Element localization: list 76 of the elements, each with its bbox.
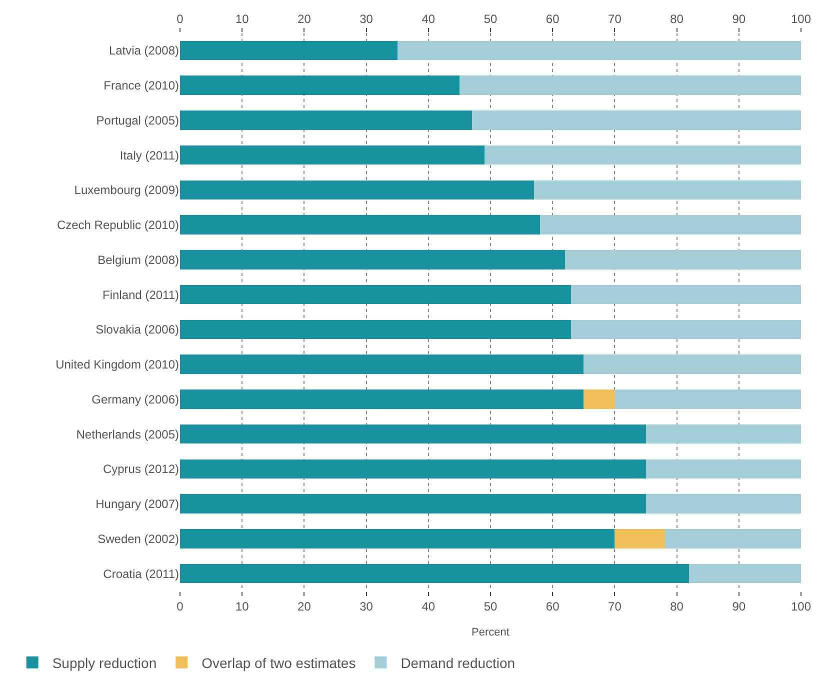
x-tick-label: 30 bbox=[360, 12, 374, 26]
bar bbox=[472, 110, 801, 130]
y-tick-label: Slovakia (2006) bbox=[96, 322, 179, 337]
x-tick-label: 20 bbox=[298, 12, 312, 26]
bar bbox=[180, 215, 540, 234]
bar bbox=[646, 459, 801, 479]
bar bbox=[689, 564, 801, 584]
x2-tick-label: 50 bbox=[484, 599, 498, 614]
y-tick-label: Czech Republic (2010) bbox=[56, 218, 180, 232]
y-tick-label: Italy (2011) bbox=[120, 148, 179, 162]
bar bbox=[180, 390, 584, 409]
bar bbox=[180, 459, 646, 479]
x-tick-label: 10 bbox=[235, 12, 250, 26]
x-tick-label: 80 bbox=[670, 12, 684, 26]
x2-tick-label: 0 bbox=[176, 599, 184, 614]
x-tick-label: 100 bbox=[790, 12, 812, 26]
x2-tick-label: 90 bbox=[732, 599, 746, 614]
x2-tick-label: 40 bbox=[422, 599, 436, 614]
x2-tick-label: 70 bbox=[608, 599, 622, 614]
y-tick-label: Sweden (2002) bbox=[98, 532, 179, 546]
bar bbox=[664, 529, 801, 548]
bar bbox=[180, 564, 690, 584]
y-tick-label: Portugal (2005) bbox=[96, 113, 179, 128]
bar bbox=[180, 424, 646, 444]
bar bbox=[614, 529, 664, 548]
x-tick-label: 0 bbox=[176, 12, 184, 26]
x2-tick-label: 10 bbox=[235, 599, 250, 614]
bar bbox=[180, 320, 572, 340]
x2-tick-label: 100 bbox=[790, 599, 812, 614]
y-tick-label: Latvia (2008) bbox=[108, 44, 179, 58]
y-tick-label: France (2010) bbox=[104, 78, 179, 93]
x-tick-label: 50 bbox=[484, 12, 498, 26]
x-axis-title: Percent bbox=[472, 626, 510, 639]
bar bbox=[534, 180, 801, 200]
y-tick-label: Netherlands (2005) bbox=[76, 427, 179, 442]
bar bbox=[180, 494, 646, 514]
bar bbox=[180, 180, 534, 200]
bar bbox=[565, 250, 801, 270]
y-tick-label: Germany (2006) bbox=[92, 392, 179, 406]
x-tick-label: 40 bbox=[422, 12, 436, 26]
x-tick-label: 60 bbox=[546, 12, 560, 26]
x2-tick-label: 30 bbox=[360, 599, 374, 614]
bar bbox=[180, 529, 615, 548]
bar bbox=[459, 76, 801, 95]
bar bbox=[540, 215, 801, 234]
y-tick-label: Croatia (2011) bbox=[103, 566, 179, 581]
bar bbox=[584, 390, 615, 409]
y-tick-label: Luxembourg (2009) bbox=[74, 183, 179, 198]
y-tick-label: Hungary (2007) bbox=[96, 497, 179, 512]
y-tick-label: United Kingdom (2010) bbox=[56, 358, 179, 372]
bar bbox=[180, 354, 584, 374]
x2-tick-label: 60 bbox=[546, 599, 560, 614]
x2-tick-label: 20 bbox=[298, 599, 312, 614]
legend-label: Supply reduction bbox=[52, 654, 157, 671]
bar bbox=[180, 40, 398, 60]
bar bbox=[180, 250, 566, 270]
bar bbox=[646, 424, 801, 444]
bar bbox=[484, 145, 801, 165]
x-tick-label: 90 bbox=[732, 12, 746, 26]
bar bbox=[180, 110, 472, 130]
bar bbox=[584, 354, 801, 374]
y-tick-label: Finland (2011) bbox=[102, 288, 179, 302]
y-tick-label: Cyprus (2012) bbox=[102, 462, 180, 476]
bar bbox=[397, 40, 801, 60]
x2-tick-label: 80 bbox=[670, 599, 684, 614]
bar bbox=[180, 284, 572, 304]
x-tick-label: 70 bbox=[608, 12, 622, 26]
bar bbox=[614, 390, 801, 409]
bar bbox=[180, 76, 460, 95]
legend-label: Overlap of two estimates bbox=[202, 654, 356, 671]
y-tick-label: Belgium (2008) bbox=[98, 252, 180, 267]
bar bbox=[180, 145, 484, 165]
legend-label: Demand reduction bbox=[400, 654, 516, 671]
bar bbox=[571, 284, 801, 304]
bar bbox=[571, 320, 801, 340]
bar bbox=[646, 494, 801, 514]
